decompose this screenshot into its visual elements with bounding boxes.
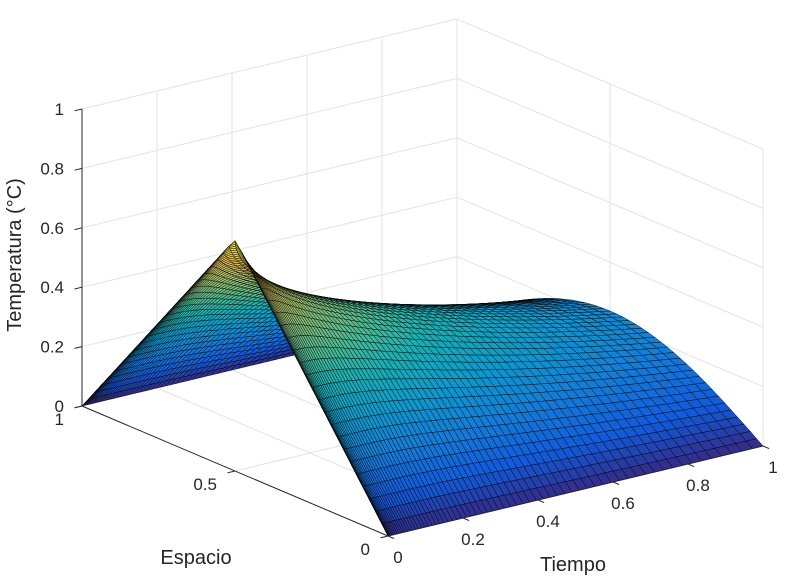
z-tick-label: 0 bbox=[55, 397, 64, 416]
x-axis-line bbox=[387, 445, 764, 537]
surface-patch bbox=[343, 449, 351, 463]
side-wall-grid-line bbox=[456, 196, 764, 328]
surface-patch bbox=[241, 251, 249, 265]
side-wall-grid-line bbox=[456, 137, 764, 269]
x-tick-label: 0.4 bbox=[536, 512, 560, 531]
x-tick-mark bbox=[762, 445, 770, 450]
surface-patch bbox=[317, 399, 325, 413]
back-wall-grid-line bbox=[81, 137, 458, 229]
y-tick-label: 0 bbox=[361, 540, 370, 559]
surface-patch bbox=[292, 350, 300, 364]
side-wall-grid-line bbox=[456, 77, 764, 209]
y-tick-mark bbox=[380, 535, 389, 539]
surface-patch bbox=[266, 300, 274, 314]
x-tick-label: 0 bbox=[393, 548, 402, 567]
z-tick-mark bbox=[74, 167, 83, 171]
z-tick-label: 0.6 bbox=[40, 219, 64, 238]
axes bbox=[74, 108, 770, 540]
z-tick-mark bbox=[74, 405, 83, 409]
side-wall-grid-line bbox=[456, 18, 764, 150]
x-tick-mark bbox=[537, 499, 545, 504]
z-tick-mark bbox=[74, 346, 83, 349]
surface-patch bbox=[164, 308, 172, 316]
z-tick-label: 0.8 bbox=[40, 159, 64, 178]
z-tick-label: 0.2 bbox=[40, 338, 64, 357]
back-wall-grid-line bbox=[81, 18, 458, 110]
y-tick-label: 1 bbox=[55, 410, 64, 429]
surface-patch bbox=[368, 498, 376, 512]
z-axis-label: Temperatura (°C) bbox=[4, 178, 26, 332]
y-tick-mark bbox=[227, 470, 236, 474]
surface-patch bbox=[113, 364, 121, 372]
z-tick-label: 1 bbox=[55, 100, 64, 119]
x-axis-label: Tiempo bbox=[540, 554, 606, 576]
x-tick-label: 0.2 bbox=[461, 530, 485, 549]
y-tick-label: 0.5 bbox=[193, 475, 217, 494]
x-tick-label: 1 bbox=[768, 458, 777, 477]
x-tick-mark bbox=[387, 535, 395, 540]
x-tick-label: 0.6 bbox=[611, 494, 635, 513]
z-tick-mark bbox=[74, 286, 83, 290]
z-tick-mark bbox=[74, 108, 83, 112]
back-wall-grid-line bbox=[81, 77, 458, 169]
x-tick-mark bbox=[462, 517, 470, 522]
y-axis-label: Espacio bbox=[160, 547, 231, 569]
back-wall-grid-line bbox=[81, 196, 458, 288]
surface-patch bbox=[190, 280, 198, 289]
z-tick-mark bbox=[74, 227, 83, 231]
x-tick-mark bbox=[612, 481, 620, 486]
z-tick-label: 0.4 bbox=[40, 278, 64, 297]
surface-patch bbox=[88, 391, 96, 400]
temperature-surface bbox=[81, 240, 764, 537]
x-tick-label: 0.8 bbox=[686, 476, 710, 495]
x-tick-mark bbox=[687, 463, 695, 468]
